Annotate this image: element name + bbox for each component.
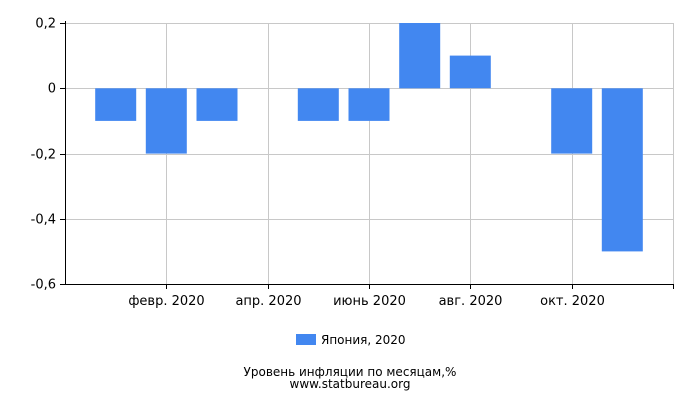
grid	[65, 23, 674, 285]
y-tick-label: 0,2	[35, 17, 56, 32]
x-tick-label: окт. 2020	[540, 294, 605, 309]
bar-11	[601, 88, 643, 252]
y-axis-ticks: 0,2 0 -0,2 -0,4 -0,6	[31, 17, 65, 293]
bar-6	[348, 88, 390, 121]
y-tick-label: -0,4	[31, 213, 56, 228]
y-tick-label: 0	[48, 82, 56, 97]
bars	[95, 23, 643, 252]
x-tick-label: апр. 2020	[235, 294, 301, 309]
bar-1	[95, 88, 137, 121]
bar-7	[399, 23, 441, 89]
source-url: www.statbureau.org	[290, 377, 411, 391]
x-tick-label: февр. 2020	[128, 294, 204, 309]
bar-2	[145, 88, 187, 154]
chart-caption: Уровень инфляции по месяцам,%	[244, 365, 457, 379]
bar-3	[196, 88, 238, 121]
y-tick-label: -0,6	[31, 278, 56, 293]
bar-10	[551, 88, 593, 154]
legend-label: Япония, 2020	[321, 333, 406, 347]
bar-5	[297, 88, 339, 121]
x-tick-label: авг. 2020	[439, 294, 503, 309]
x-tick-label: июнь 2020	[333, 294, 406, 309]
x-axis-ticks: февр. 2020 апр. 2020 июнь 2020 авг. 2020 окт…	[128, 284, 674, 309]
legend-swatch	[296, 334, 316, 345]
y-tick-label: -0,2	[31, 148, 56, 163]
bar-8	[449, 55, 491, 89]
legend: Япония, 2020	[296, 333, 406, 347]
